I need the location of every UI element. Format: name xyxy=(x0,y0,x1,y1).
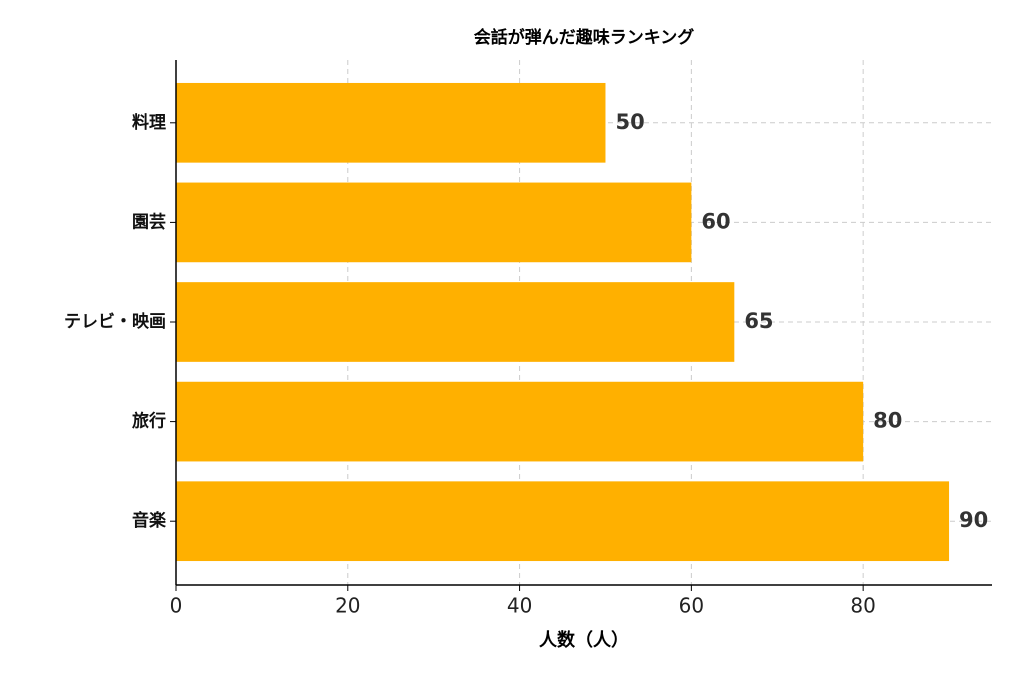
value-label: 50 xyxy=(615,110,644,134)
value-label: 80 xyxy=(873,409,902,433)
y-tick-label: 旅行 xyxy=(132,411,166,432)
x-tick-label: 80 xyxy=(850,594,875,618)
value-label: 90 xyxy=(959,508,988,532)
y-tick-label: 音楽 xyxy=(132,510,167,531)
bar xyxy=(176,82,606,163)
bar xyxy=(176,282,735,362)
chart-title: 会話が弾んだ趣味ランキング xyxy=(474,27,695,48)
x-tick-label: 60 xyxy=(679,594,704,618)
y-tick-label: 園芸 xyxy=(132,211,166,232)
value-label: 65 xyxy=(744,309,773,333)
y-tick-label: 料理 xyxy=(132,112,166,133)
x-tick-label: 20 xyxy=(335,594,360,618)
bar xyxy=(176,381,864,462)
value-label: 60 xyxy=(701,209,730,233)
bar xyxy=(176,182,692,263)
y-tick-label: テレビ・映画 xyxy=(64,311,166,332)
x-tick-label: 40 xyxy=(507,594,532,618)
x-axis-label: 人数（人） xyxy=(539,629,629,651)
x-tick-label: 0 xyxy=(170,594,183,618)
bar xyxy=(176,481,950,562)
